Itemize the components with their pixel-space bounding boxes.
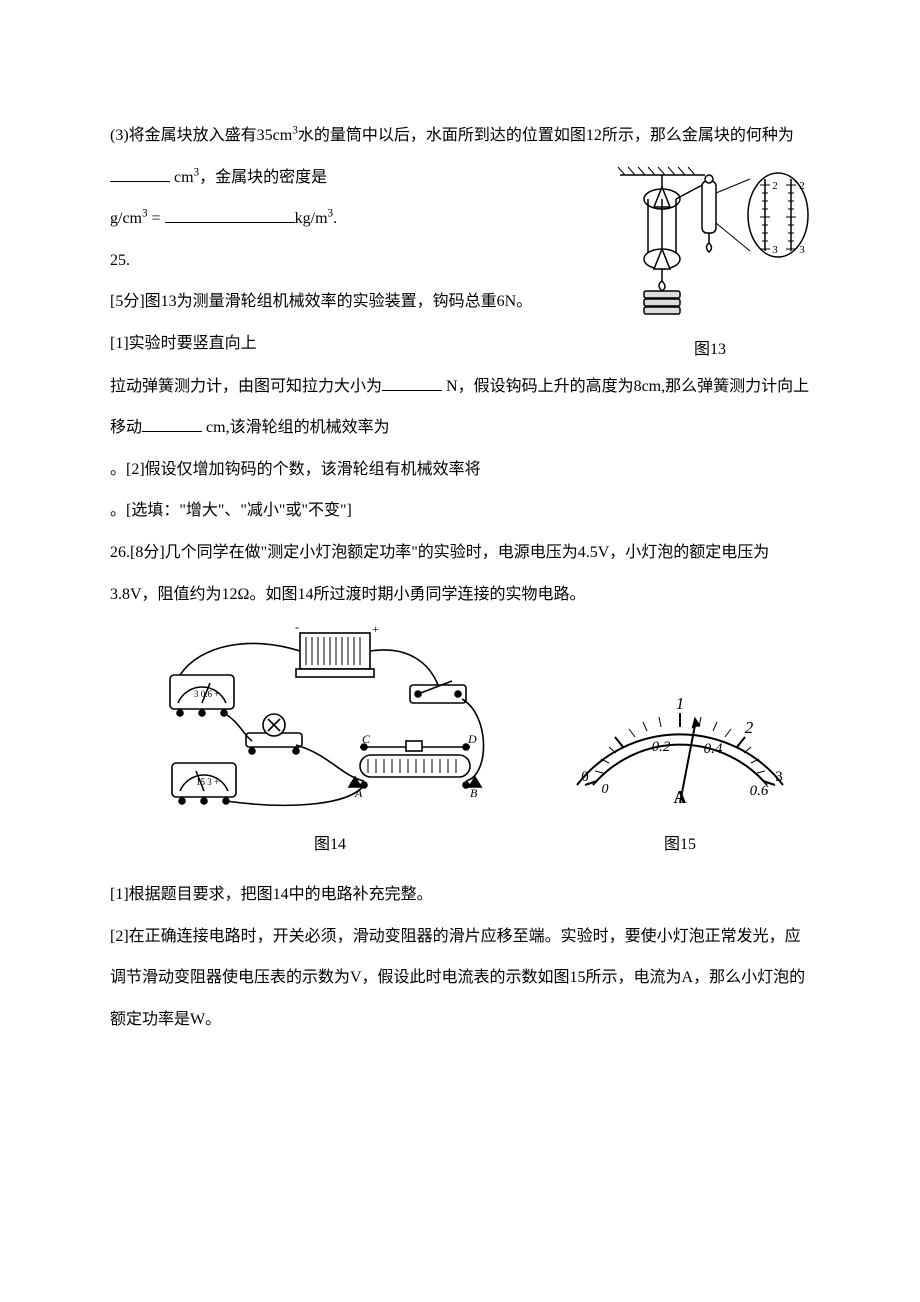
circuit-diagram-icon: 3 0.6 + 15 3 + C D A B - + <box>150 625 510 815</box>
q24-p3b: 水的量筒中以后，水面所到达的位置如图12所示，那么金属块的何种为 <box>298 127 794 144</box>
svg-text:D: D <box>467 732 477 746</box>
svg-text:+: + <box>372 625 379 636</box>
q24-p3c: cm <box>170 169 194 186</box>
blank <box>165 208 295 223</box>
ammeter-dial-icon: 0 1 2 3 0 0.2 0.4 0.6 A <box>565 685 795 815</box>
svg-text:3 0.6 +: 3 0.6 + <box>194 689 219 699</box>
q25-sub2b: 。[选填："增大"、"减小"或"不变"] <box>110 490 810 532</box>
svg-text:-: - <box>295 625 299 634</box>
svg-text:15 3 +: 15 3 + <box>196 777 219 787</box>
figure-15: 0 1 2 3 0 0.2 0.4 0.6 A 图15 <box>565 685 795 856</box>
q26-lead: 26.[8分]几个同学在做"测定小灯泡额定功率"的实验时，电源电压为4.5V，小… <box>110 532 810 615</box>
figure-15-label: 图15 <box>565 834 795 856</box>
scale-top-3: 3 <box>775 769 783 785</box>
scale-top-0: 0 <box>581 769 589 785</box>
q24-p3d: ，金属块的密度是 <box>199 169 327 186</box>
svg-text:B: B <box>470 786 478 800</box>
page: (3)将金属块放入盛有35cm 3 水的量筒中以后，水面所到达的位置如图12所示，那… <box>0 0 920 1101</box>
blank <box>142 417 202 432</box>
q25-sub1a: [1]实验时要竖直向上 <box>110 335 257 352</box>
q25-sub1b-line: 拉动弹簧测力计，由图可知拉力大小为 N，假设钩码上升的高度为8cm,那么弹簧测力… <box>110 366 810 449</box>
scale-top-1: 1 <box>676 694 685 713</box>
svg-text:A: A <box>354 786 363 800</box>
svg-text:C: C <box>362 732 371 746</box>
q24-p3g: kg/m <box>295 210 328 227</box>
svg-text:2: 2 <box>772 180 778 192</box>
q24-p3a: (3)将金属块放入盛有35cm <box>110 127 292 144</box>
q25-sub1b: 拉动弹簧测力计，由图可知拉力大小为 <box>110 378 382 395</box>
scale-bot-2: 0.4 <box>704 741 723 757</box>
scale-top-2: 2 <box>745 718 754 737</box>
q24-p3h: . <box>333 210 337 227</box>
q25-sub1d: cm,该滑轮组的机械效率为 <box>202 419 390 436</box>
scale-bot-3: 0.6 <box>750 783 769 799</box>
svg-text:2: 2 <box>799 180 805 192</box>
figure-14: 3 0.6 + 15 3 + C D A B - + 图14 <box>150 625 510 856</box>
svg-text:3: 3 <box>772 244 778 256</box>
meter-letter: A <box>674 787 687 807</box>
figures-row: 3 0.6 + 15 3 + C D A B - + 图14 <box>110 625 810 856</box>
q26-sub1: [1]根据题目要求，把图14中的电路补充完整。 <box>110 874 810 916</box>
svg-text:3: 3 <box>799 244 805 256</box>
q24-p3f: = <box>148 210 165 227</box>
figure-13: 2 2 3 3 图13 <box>610 161 810 362</box>
blank <box>110 166 170 181</box>
q26-sub2: [2]在正确连接电路时，开关必须，滑动变阻器的滑片应移至端。实验时，要使小灯泡正… <box>110 916 810 1041</box>
figure-13-label: 图13 <box>610 339 810 361</box>
blank <box>382 375 442 390</box>
q24-p3e: g/cm <box>110 210 142 227</box>
q25-sub2a: 。[2]假设仅增加钩码的个数，该滑轮组有机械效率将 <box>110 449 810 491</box>
q24-p3: (3)将金属块放入盛有35cm3水的量筒中以后，水面所到达的位置如图12所示，那… <box>110 115 810 157</box>
scale-bot-0: 0 <box>602 782 609 797</box>
q25-lead-text: [5分]图13为测量滑轮组机械效率的实验装置，钩码总重6N。 <box>110 293 532 310</box>
pulley-diagram-icon: 2 2 3 3 <box>610 161 810 321</box>
scale-bot-1: 0.2 <box>652 739 671 755</box>
figure-14-label: 图14 <box>150 834 510 856</box>
